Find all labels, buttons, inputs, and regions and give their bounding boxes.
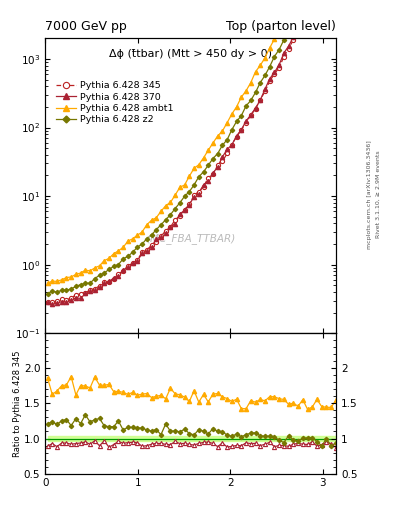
Text: Δϕ (t̄tbar) (Mtt > 450 dy > 0): Δϕ (t̄tbar) (Mtt > 450 dy > 0) xyxy=(109,49,272,59)
Text: Rivet 3.1.10, ≥ 2.9M events: Rivet 3.1.10, ≥ 2.9M events xyxy=(376,151,380,239)
Text: (MC_FBA_TTBAR): (MC_FBA_TTBAR) xyxy=(146,233,235,244)
Text: mcplots.cern.ch [arXiv:1306.3436]: mcplots.cern.ch [arXiv:1306.3436] xyxy=(367,140,372,249)
Legend: Pythia 6.428 345, Pythia 6.428 370, Pythia 6.428 ambt1, Pythia 6.428 z2: Pythia 6.428 345, Pythia 6.428 370, Pyth… xyxy=(53,78,176,127)
Text: Top (parton level): Top (parton level) xyxy=(226,20,336,33)
Y-axis label: Ratio to Pythia 6.428 345: Ratio to Pythia 6.428 345 xyxy=(13,350,22,457)
Text: 7000 GeV pp: 7000 GeV pp xyxy=(45,20,127,33)
